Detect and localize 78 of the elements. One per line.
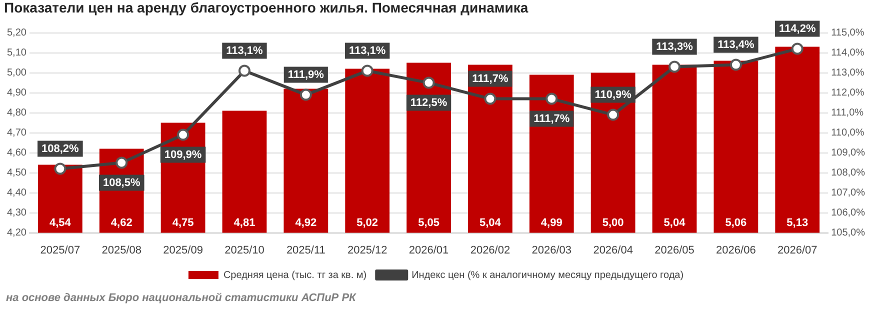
y2-tick-label: 109,0% [831,148,866,159]
data-label: 113,1% [226,44,264,57]
data-label: 113,1% [348,44,386,57]
data-label: 4,99 [540,216,562,229]
data-label: 5,02 [356,216,378,229]
data-label: 111,7% [472,72,508,85]
point [238,64,250,77]
data-label: 4,75 [172,216,194,229]
x-tick-label: 2026/01 [408,244,449,256]
y2-tick-label: 113,0% [831,68,864,79]
x-tick-label: 2025/12 [347,244,388,256]
chart-title: Показатели цен на аренду благоустроенного жилья. Помесячная динамика [4,0,528,16]
data-label: 110,9% [594,88,632,101]
x-tick-label: 2026/06 [716,244,756,256]
point [177,128,190,141]
x-tick-label: 2026/03 [532,244,572,256]
y-tick-label: 5,10 [6,48,27,59]
y2-tick-label: 115,0% [831,28,864,39]
y2-tick-label: 111,0% [831,108,864,119]
data-label: 4,92 [295,216,317,229]
data-label: 112,5% [410,96,448,109]
y2-tick-label: 112,0% [831,88,864,99]
x-tick-label: 2025/10 [224,244,264,256]
y2-tick-label: 110,0% [831,128,864,139]
data-label: 111,7% [534,112,570,125]
data-label: 5,04 [479,216,502,229]
point [54,162,66,175]
data-label: 5,06 [725,216,747,229]
y-tick-label: 4,50 [6,168,27,179]
y2-tick-label: 105,0% [831,228,866,239]
y2-tick-label: 107,0% [831,188,866,199]
y-tick-label: 4,30 [6,208,27,219]
y2-tick-label: 108,0% [831,168,866,179]
y-tick-label: 5,00 [6,68,27,79]
y-tick-label: 4,40 [6,188,27,199]
x-tick-label: 2026/04 [593,244,633,256]
point [730,58,742,71]
point [484,92,496,105]
data-label: 4,54 [49,216,72,229]
x-tick-label: 2026/02 [470,244,510,256]
y-tick-label: 4,80 [6,108,27,119]
data-label: 108,5% [102,176,140,189]
data-label: 5,05 [418,216,440,229]
x-tick-label: 2026/05 [654,244,694,256]
data-label: 5,00 [602,216,624,229]
x-tick-label: 2026/07 [777,244,818,256]
point [607,108,620,121]
x-tick-label: 2025/09 [163,244,203,256]
x-tick-label: 2025/07 [40,244,80,256]
y-tick-label: 5,20 [6,28,27,39]
data-label: 4,81 [234,216,256,229]
y-tick-label: 4,90 [6,88,27,99]
point [422,76,435,89]
y-tick-label: 4,70 [6,128,27,139]
y2-tick-label: 106,0% [831,208,866,219]
data-label: 5,04 [664,216,686,229]
point [668,60,681,73]
legend-label: Индекс цен (% к аналогичному месяцу предыдущего года) [412,270,684,281]
data-label: 114,2% [779,22,816,35]
y-tick-label: 4,20 [6,228,27,239]
point [116,156,128,169]
data-label: 113,3% [656,40,694,53]
x-tick-label: 2025/08 [102,244,142,256]
data-label: 4,62 [110,216,132,229]
data-label: 111,9% [288,68,324,81]
data-label: 113,4% [718,38,755,51]
point [791,42,804,55]
y-tick-label: 4,60 [6,148,27,159]
data-label: 5,13 [786,216,808,229]
point [361,64,374,77]
data-label: 108,2% [42,142,80,155]
point [300,88,312,101]
data-label: 109,9% [164,148,202,161]
x-tick-label: 2025/11 [286,244,326,256]
y2-tick-label: 114,0% [831,48,864,59]
legend-label: Средняя цена (тыс. тг за кв. м) [223,270,367,281]
text: на основе данных Бюро национальной статистики АСПиР РК [6,292,356,304]
point [546,92,558,105]
